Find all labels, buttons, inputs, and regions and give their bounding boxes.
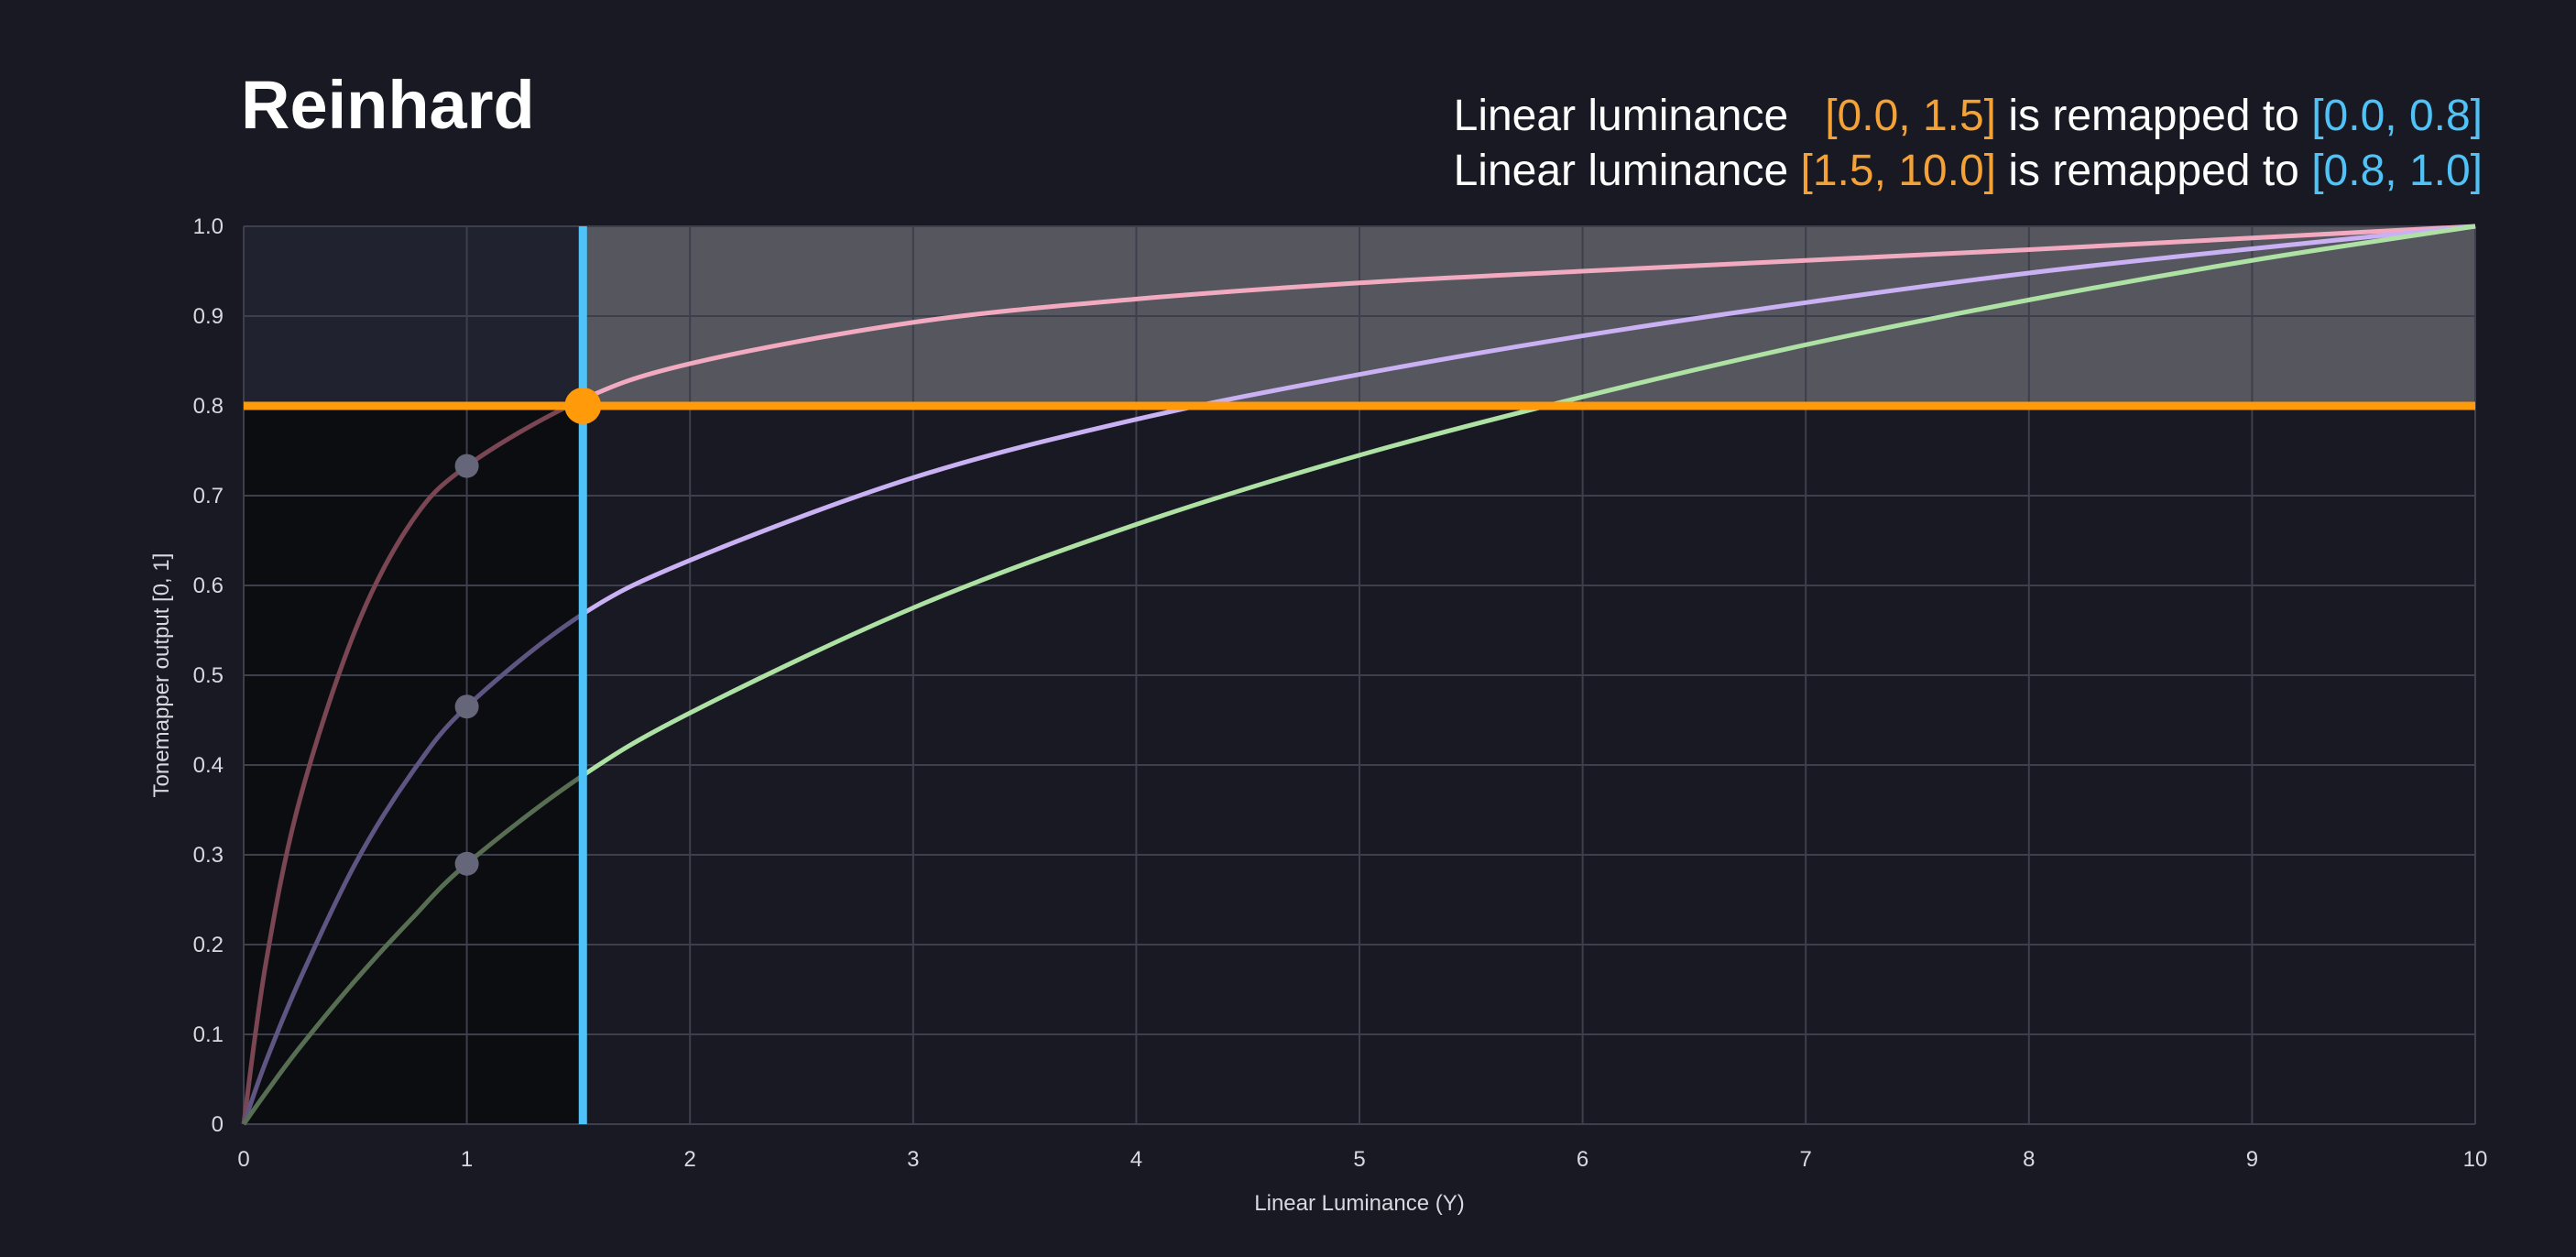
x-axis-title: Linear Luminance (Y) <box>1254 1191 1464 1216</box>
x-tick-label-9: 9 <box>2246 1147 2258 1172</box>
grid-layer <box>243 225 2476 1125</box>
caption-2-middle: is remapped to <box>2008 147 2299 195</box>
x-tick-label-0: 0 <box>237 1147 249 1172</box>
series-2-line <box>583 224 2476 779</box>
series-1-line-dim <box>241 611 584 1125</box>
marker-2 <box>454 851 479 876</box>
caption-1-prefix: Linear luminance <box>1453 92 1789 140</box>
y-tick-label-8: 0.8 <box>193 394 224 419</box>
caption-line-1: Linear luminance [0.0, 1.5] is remapped … <box>1454 94 2483 138</box>
y-tick-label-5: 0.5 <box>193 663 224 688</box>
x-tick-label-5: 5 <box>1353 1147 1365 1172</box>
caption-1-input-range: [0.0, 1.5] <box>1825 92 1996 140</box>
y-tick-label-0: 0 <box>212 1112 224 1137</box>
y-tick-label-3: 0.3 <box>193 843 224 868</box>
caption-2-input-range: [1.5, 10.0] <box>1800 147 1997 195</box>
threshold-layer <box>244 226 2475 1124</box>
caption-2-prefix: Linear luminance <box>1453 147 1789 195</box>
y-axis-title: Tonemapper output [0, 1] <box>149 553 174 798</box>
series-1-line <box>583 224 2476 618</box>
marker-0 <box>454 454 479 478</box>
caption-1-middle: is remapped to <box>2008 92 2299 140</box>
tick-layer: 0 1 2 3 4 5 6 7 8 9 10 0 0.1 0.2 0.3 0.4 0.5 0.6 0.7 0.8 0.9… <box>193 214 2488 1172</box>
series-layer <box>241 224 2476 1126</box>
marker-1 <box>454 694 479 719</box>
x-tick-label-7: 7 <box>1800 1147 1812 1172</box>
caption-2-output-range: [0.8, 1.0] <box>2311 147 2483 195</box>
x-tick-label-10: 10 <box>2463 1147 2488 1172</box>
y-tick-label-6: 0.6 <box>193 574 224 598</box>
series-0-line-dim <box>241 397 584 1125</box>
y-tick-label-2: 0.2 <box>193 933 224 957</box>
x-tick-label-8: 8 <box>2023 1147 2035 1172</box>
threshold-point <box>564 388 602 424</box>
caption-line-2: Linear luminance [1.5, 10.0] is remapped… <box>1454 149 2483 193</box>
chart-title: Reinhard <box>241 67 535 143</box>
y-tick-label-4: 0.4 <box>193 753 224 778</box>
y-tick-label-10: 1.0 <box>193 214 224 239</box>
series-0-line <box>583 224 2476 402</box>
caption-1-output-range: [0.0, 0.8] <box>2311 92 2483 140</box>
series-2-line-dim <box>241 772 584 1126</box>
y-tick-label-7: 0.7 <box>193 484 224 508</box>
y-tick-label-9: 0.9 <box>193 304 224 329</box>
x-tick-label-1: 1 <box>461 1147 473 1172</box>
x-tick-label-4: 4 <box>1130 1147 1142 1172</box>
x-tick-label-3: 3 <box>907 1147 919 1172</box>
x-tick-label-2: 2 <box>684 1147 696 1172</box>
x-tick-label-6: 6 <box>1577 1147 1588 1172</box>
y-tick-label-1: 0.1 <box>193 1022 224 1047</box>
